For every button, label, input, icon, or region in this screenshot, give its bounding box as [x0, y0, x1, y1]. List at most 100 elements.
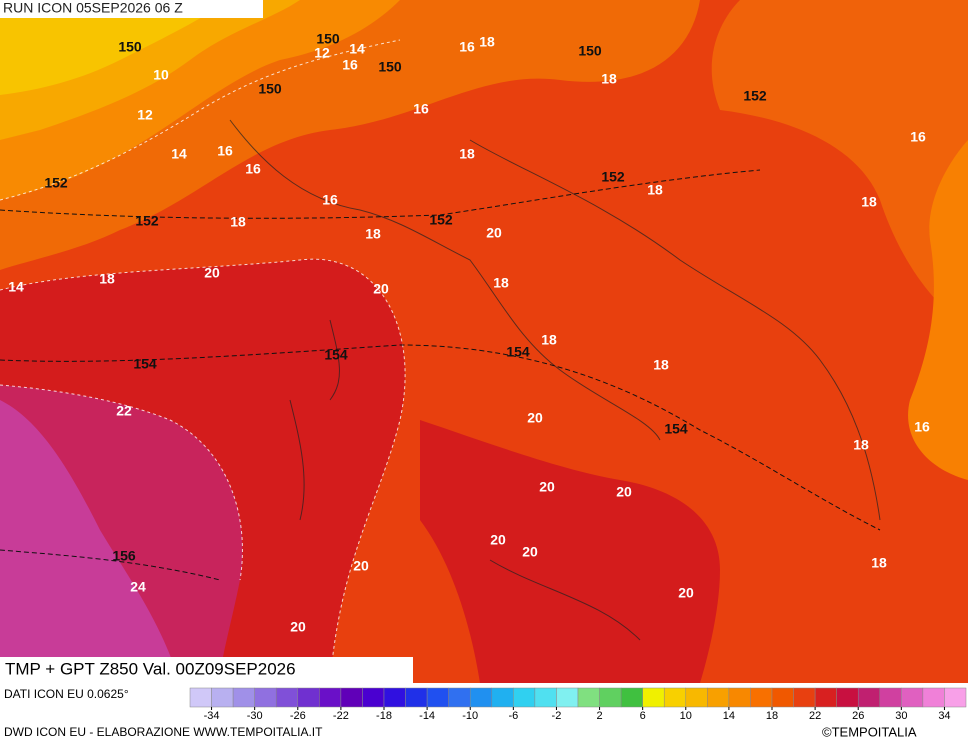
colorbar-box [340, 687, 363, 708]
geopotential-label: 152 [135, 213, 159, 229]
copyright-label: ©TEMPOITALIA [822, 724, 917, 739]
colorbar-tick-label: 22 [809, 710, 821, 722]
colorbar-box [577, 687, 600, 708]
colorbar: -34 -30 -26 -22 -18 -14 -10 -6 -2 2 6 10 14 18 22 26 30 3… [189, 687, 967, 722]
temp-zone-10 [0, 0, 230, 95]
temperature-label: 10 [153, 67, 169, 83]
isotherms [0, 39, 406, 684]
colorbar-box [362, 687, 385, 708]
colorbar-tick-label: 18 [766, 710, 778, 722]
colorbar-box [922, 687, 945, 708]
temperature-label: 18 [365, 226, 381, 242]
colorbar-box [491, 687, 514, 708]
geopotential-label: 154 [133, 356, 157, 372]
geopotential-label: 150 [578, 43, 602, 59]
temperature-label: 20 [290, 619, 306, 635]
temperature-label: 24 [130, 579, 146, 595]
geopotential-label: 150 [316, 31, 340, 47]
temperature-label: 20 [539, 479, 555, 495]
colorbar-box [448, 687, 471, 708]
colorbar-box [599, 687, 622, 708]
colorbar-box [750, 687, 773, 708]
geopotential-label: 150 [378, 59, 402, 75]
colorbar-box [857, 687, 881, 708]
colorbar-box [189, 687, 212, 708]
colorbar-tick-label: 2 [596, 710, 602, 722]
temperature-label: 12 [314, 45, 330, 61]
contour-labels: 150 150 150 150 150 152 152 152 152 152 154 154 154 1… [8, 31, 930, 635]
temperature-label: 12 [137, 107, 153, 123]
temperature-label: 18 [493, 275, 509, 291]
colorbar-box [513, 687, 536, 708]
colorbar-box [793, 687, 816, 708]
header-box [0, 0, 263, 18]
geopotential-label: 150 [258, 81, 282, 97]
colorbar-box [836, 687, 859, 708]
temperature-label: 18 [479, 34, 495, 50]
colorbar-box [469, 687, 493, 708]
temperature-label: 22 [116, 403, 132, 419]
temperature-label: 18 [871, 555, 887, 571]
geopotential-lines [0, 169, 881, 581]
colorbar-tick-label: 34 [938, 710, 950, 722]
colorbar-box [383, 687, 406, 708]
colorbar-tick-label: -22 [333, 710, 349, 722]
temperature-label: 18 [601, 71, 617, 87]
colorbar-tick-label: -30 [247, 710, 263, 722]
temperature-label: 16 [413, 101, 429, 117]
temp-zone-20-south [420, 420, 720, 683]
geopotential-label: 152 [429, 212, 453, 228]
colorbar-box [426, 687, 449, 708]
colorbar-tick-label: -18 [376, 710, 392, 722]
temperature-label: 16 [245, 161, 261, 177]
temperature-label: 14 [349, 41, 365, 57]
colorbar-tick-label: -2 [552, 710, 562, 722]
geopotential-label: 152 [743, 88, 767, 104]
colorbar-tick-label: -10 [462, 710, 478, 722]
colorbar-tick-label: -26 [290, 710, 306, 722]
temperature-label: 20 [616, 484, 632, 500]
colorbar-tick-label: -34 [204, 710, 220, 722]
colorbar-tick-label: 14 [723, 710, 735, 722]
temperature-label: 16 [910, 129, 926, 145]
colorbar-box [814, 687, 837, 708]
colorbar-tick-label: 6 [640, 710, 646, 722]
colorbar-box [254, 687, 277, 708]
temperature-label: 20 [486, 225, 502, 241]
colorbar-box [944, 687, 967, 708]
temperature-label: 14 [8, 279, 24, 295]
temperature-label: 18 [861, 194, 877, 210]
colorbar-tick-label: 26 [852, 710, 864, 722]
colorbar-box [275, 687, 299, 708]
temperature-label: 18 [459, 146, 475, 162]
geopotential-label: 150 [118, 39, 142, 55]
temperature-label: 18 [653, 357, 669, 373]
temperature-label: 20 [527, 410, 543, 426]
colorbar-box [620, 687, 643, 708]
temperature-label: 20 [678, 585, 694, 601]
colorbar-box [232, 687, 255, 708]
colorbar-box [879, 687, 902, 708]
geopotential-label: 154 [506, 344, 530, 360]
temperature-label: 18 [541, 332, 557, 348]
colorbar-box [901, 687, 924, 708]
temperature-label: 20 [373, 281, 389, 297]
geopotential-label: 152 [601, 169, 625, 185]
colorbar-box [728, 687, 751, 708]
temperature-label: 20 [490, 532, 506, 548]
temp-zone-24 [0, 400, 180, 683]
colorbar-box [297, 687, 320, 708]
temp-zone-16-east [711, 0, 968, 330]
colorbar-tick-label: 30 [895, 710, 907, 722]
geopotential-label: 154 [324, 347, 348, 363]
temperature-label: 16 [217, 143, 233, 159]
colorbar-box [211, 687, 234, 708]
map-title: TMP + GPT Z850 Val. 00Z09SEP2026 [5, 659, 296, 678]
temperature-label: 20 [353, 558, 369, 574]
colorbar-box [685, 687, 708, 708]
coastlines [229, 119, 881, 641]
geopotential-label: 154 [664, 421, 688, 437]
colorbar-box [405, 687, 428, 708]
temperature-label: 16 [914, 419, 930, 435]
